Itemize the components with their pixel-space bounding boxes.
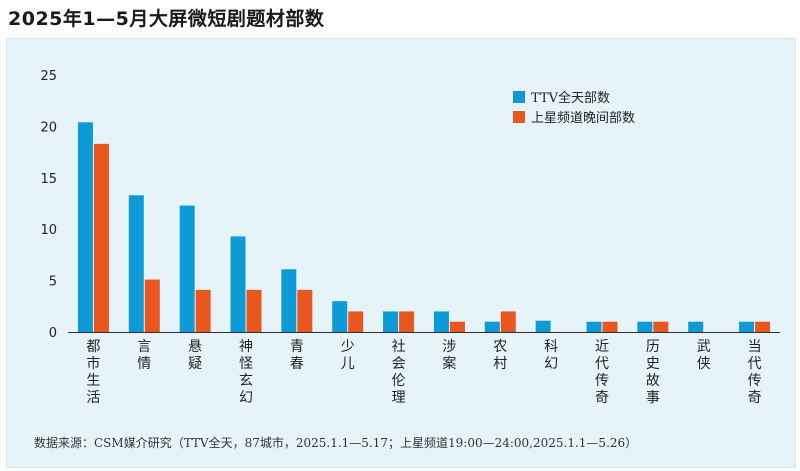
y-tick-label: 25 (40, 69, 57, 84)
bar-satellite-当代传奇 (755, 321, 771, 332)
x-tick-label: 当代传奇 (748, 339, 762, 406)
bar-satellite-青春 (297, 289, 313, 332)
legend-swatch (513, 91, 525, 103)
x-tick-label: 历史故事 (646, 339, 660, 406)
bar-ttv-当代传奇 (739, 321, 755, 332)
x-tick-label: 科幻 (544, 339, 558, 372)
bar-ttv-少儿 (332, 301, 348, 332)
data-source-note: 数据来源：CSM媒介研究（TTV全天，87城市，2025.1.1—5.17；上星… (34, 436, 638, 450)
x-tick-label: 涉案 (442, 339, 456, 372)
legend-label: 上星频道晚间部数 (531, 111, 635, 126)
bar-satellite-农村 (500, 311, 516, 332)
x-tick-label: 武侠 (697, 339, 711, 372)
x-axis-labels: 都市生活 言情 悬疑 神怪玄幻 青春 少儿 社会伦理 涉案 农村 科幻 近代传奇 历史故事 武侠 当代传奇 (86, 339, 761, 406)
bar-satellite-社会伦理 (399, 311, 415, 332)
bar-satellite-都市生活 (93, 143, 109, 332)
bar-ttv-近代传奇 (586, 321, 602, 332)
bar-satellite-近代传奇 (602, 321, 618, 332)
legend-swatch (513, 111, 525, 123)
bar-ttv-农村 (484, 321, 500, 332)
x-tick-label: 少儿 (341, 339, 355, 372)
y-tick-label: 20 (40, 120, 57, 135)
y-tick-label: 15 (40, 172, 57, 187)
bar-ttv-都市生活 (77, 122, 93, 333)
x-tick-label: 社会伦理 (392, 339, 406, 406)
bar-ttv-言情 (128, 195, 144, 332)
x-tick-label: 都市生活 (86, 339, 100, 406)
x-tick-label: 农村 (493, 339, 507, 372)
x-tick-label: 神怪玄幻 (239, 339, 253, 406)
y-tick-label: 0 (49, 326, 57, 341)
x-tick-label: 悬疑 (188, 339, 202, 372)
bar-ttv-历史故事 (637, 321, 653, 332)
bar-ttv-青春 (281, 269, 297, 332)
x-tick-label: 近代传奇 (595, 339, 609, 406)
x-tick-label: 言情 (137, 339, 151, 372)
bar-satellite-涉案 (449, 321, 465, 332)
legend-label: TTV全天部数 (531, 90, 610, 106)
bar-ttv-科幻 (535, 320, 551, 332)
y-tick-label: 10 (40, 223, 57, 238)
bar-satellite-悬疑 (195, 289, 211, 332)
bar-ttv-神怪玄幻 (230, 236, 246, 332)
page-title: 2025年1—5月大屏微短剧题材部数 (8, 8, 325, 30)
bar-satellite-言情 (144, 279, 160, 332)
bar-satellite-历史故事 (653, 321, 669, 332)
x-tick-label: 青春 (290, 339, 304, 372)
y-axis: 0 5 10 15 20 25 (40, 69, 57, 341)
bar-ttv-社会伦理 (383, 311, 399, 332)
bar-ttv-武侠 (688, 321, 704, 332)
bars (77, 122, 771, 333)
bar-ttv-涉案 (433, 311, 449, 332)
y-tick-label: 5 (49, 275, 57, 290)
bar-satellite-神怪玄幻 (246, 289, 262, 332)
bar-satellite-少儿 (348, 311, 364, 332)
bar-ttv-悬疑 (179, 205, 195, 332)
